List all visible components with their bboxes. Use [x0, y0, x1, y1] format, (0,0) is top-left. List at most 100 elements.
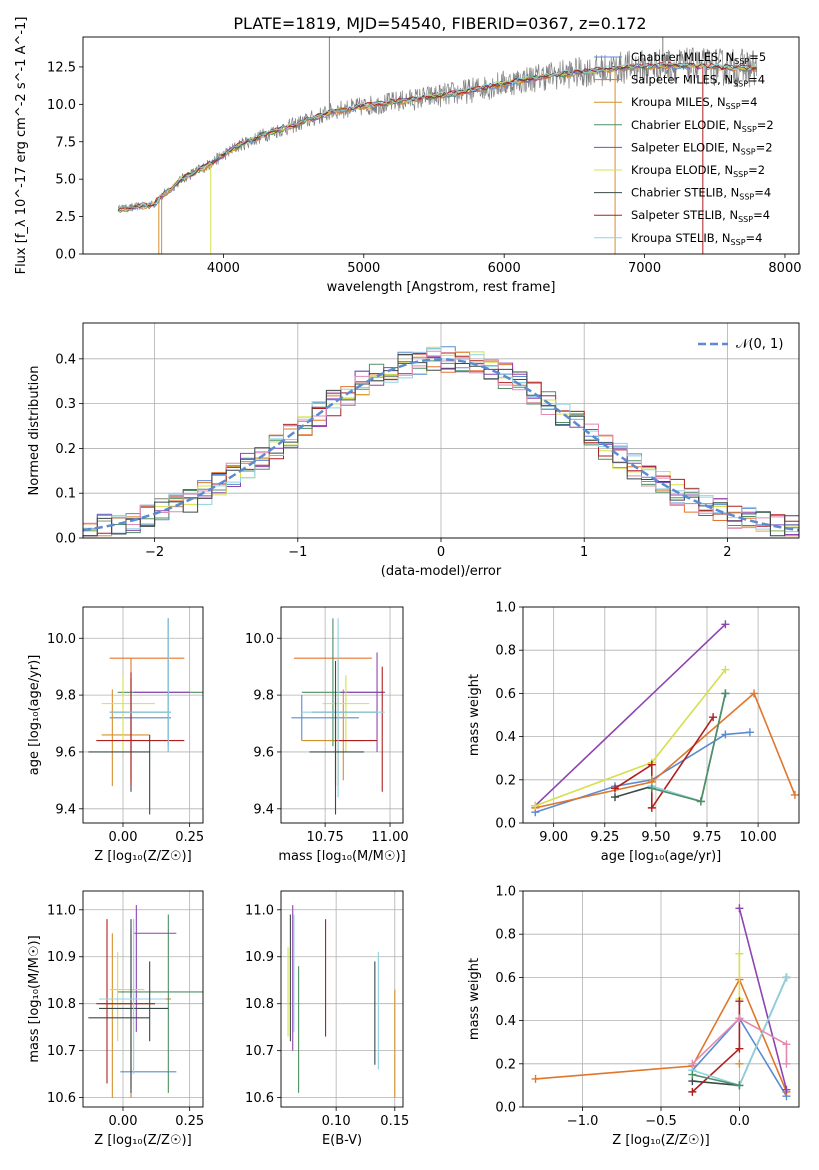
weight-marker	[721, 665, 730, 674]
legend-label-sub: SSP	[733, 170, 748, 179]
axes-frame	[522, 606, 800, 824]
y-tick-label: 9.6	[253, 745, 274, 760]
weight-marker	[735, 1081, 744, 1090]
x-tick-label: 4000	[207, 261, 240, 276]
y-tick-label: 7.5	[55, 135, 76, 150]
weight-marker	[782, 1059, 791, 1068]
weight-marker	[647, 775, 656, 784]
weight-marker	[790, 790, 799, 799]
weight-marker	[782, 973, 791, 982]
x-tick-label: 0.25	[175, 830, 204, 845]
y-tick-label: 10.6	[47, 1091, 76, 1106]
x-tick-label: 9.75	[693, 830, 722, 845]
x-tick-label: 0.15	[380, 1114, 409, 1129]
legend-label: Chabrier STELIB, NSSP=4	[631, 186, 771, 202]
panel-weight-vs-age: 9.00 9.25 9.50 9.75 10.00 0.0 0.2 0.4 0.6 0.8 1.0 a…	[467, 601, 800, 864]
weight-marker	[688, 1087, 697, 1096]
weight-marker	[696, 797, 705, 806]
panel-residual-histogram: −2 −1 0 1 2 0.0 0.1 0.2 0.3 0.4 (data-model)/error…	[27, 322, 800, 579]
axes-frame	[82, 36, 800, 255]
x-axis-label: (data-model)/error	[381, 564, 502, 579]
plot-area-z-vs-age	[88, 618, 203, 815]
panel-mass-vs-age: 10.75 11.00 9.4 9.6 9.8 10.0 mass [log₁₀(M/M☉)…	[245, 606, 409, 864]
weight-line-9	[691, 1017, 788, 1065]
weight-marker	[709, 713, 718, 722]
y-tick-label: 0.6	[495, 687, 516, 702]
legend-label-sub: SSP	[726, 102, 741, 111]
weight-marker	[531, 1074, 540, 1083]
y-tick-label: 11.0	[47, 903, 76, 918]
x-axis-label: Z [log₁₀(Z/Z☉)]	[612, 1133, 709, 1148]
legend-label: Salpeter STELIB, NSSP=4	[631, 208, 770, 224]
axes-frame	[280, 606, 404, 824]
weight-line-1	[535, 977, 788, 1093]
weight-marker	[750, 689, 759, 698]
legend-label: 𝒩(0, 1)	[736, 337, 783, 352]
legend-label: Salpeter ELODIE, NSSP=2	[631, 140, 773, 156]
weight-line-1	[535, 692, 796, 809]
weight-marker	[735, 904, 744, 913]
y-tick-label: 0.3	[55, 397, 76, 412]
weight-marker	[735, 997, 744, 1006]
legend-label-sub: SSP	[733, 80, 748, 89]
x-tick-label: 0	[437, 545, 445, 560]
y-tick-label: 0.4	[495, 730, 516, 745]
weight-marker	[735, 1059, 744, 1068]
axes-frame	[82, 322, 800, 539]
weight-marker	[782, 1085, 791, 1094]
model-line-7	[117, 61, 758, 210]
legend-label: Kroupa STELIB, NSSP=4	[631, 231, 762, 247]
x-tick-label: 0.10	[322, 1114, 351, 1129]
legend-label-sub: SSP	[734, 57, 749, 66]
weight-marker	[721, 730, 730, 739]
y-tick-label: 2.5	[55, 210, 76, 225]
weight-marker	[721, 689, 730, 698]
weight-marker	[611, 793, 619, 802]
weight-marker	[735, 1014, 744, 1023]
weight-marker	[611, 784, 619, 793]
x-tick-label: 9.50	[641, 830, 670, 845]
x-tick-label: −0.5	[645, 1114, 677, 1129]
panel-z-vs-age: 0.00 0.25 9.4 9.6 9.8 10.0 Z [log₁₀(Z/Z☉)] age …	[27, 606, 204, 864]
x-tick-label: 0.00	[109, 830, 138, 845]
y-tick-label: 0.2	[495, 1057, 516, 1072]
legend-label-main: Kroupa STELIB, N	[631, 231, 731, 245]
legend-label-tail: =4	[741, 95, 758, 109]
legend-label-tail: =4	[754, 186, 771, 200]
plot-area-mass-vs-age	[291, 618, 385, 815]
weight-marker	[688, 1070, 697, 1079]
y-tick-label: 0.0	[55, 248, 76, 263]
y-axis-label: Normed distribution	[27, 366, 42, 496]
model-line-8	[117, 61, 758, 210]
weight-marker	[735, 949, 744, 958]
legend-label-main: Salpeter MILES, N	[631, 73, 733, 87]
weight-marker	[721, 620, 730, 629]
y-tick-label: 0.0	[495, 817, 516, 832]
y-tick-label: 10.0	[245, 632, 274, 647]
legend-label-main: Kroupa ELODIE, N	[631, 163, 733, 177]
x-tick-label: −1.0	[567, 1114, 599, 1129]
legend-label-main: Salpeter ELODIE, N	[631, 140, 741, 154]
x-tick-label: −1	[288, 545, 307, 560]
axes-frame	[522, 890, 800, 1108]
x-tick-label: 10.75	[307, 830, 344, 845]
weight-marker	[531, 801, 540, 810]
histogram-step-6	[83, 353, 799, 537]
legend-label: Salpeter MILES, NSSP=4	[631, 73, 765, 89]
plot-area-residual-histogram	[83, 346, 799, 537]
x-tick-label: 6000	[488, 261, 521, 276]
legend-label-tail: =2	[757, 118, 774, 132]
y-axis-label: mass weight	[467, 674, 482, 756]
legend-label-tail: =4	[753, 208, 770, 222]
x-tick-label: 9.00	[539, 830, 568, 845]
y-tick-label: 11.0	[245, 903, 274, 918]
legend-label: Chabrier MILES, NSSP=5	[631, 50, 766, 66]
legend-label-main: Chabrier MILES, N	[631, 50, 734, 64]
histogram-step-9	[83, 350, 799, 537]
x-axis-label: age [log₁₀(age/yr)]	[601, 849, 722, 864]
legend-label-tail: =2	[748, 163, 765, 177]
y-tick-label: 10.0	[47, 98, 76, 113]
y-tick-label: 9.4	[253, 802, 274, 817]
legend-label-tail: =5	[749, 50, 766, 64]
